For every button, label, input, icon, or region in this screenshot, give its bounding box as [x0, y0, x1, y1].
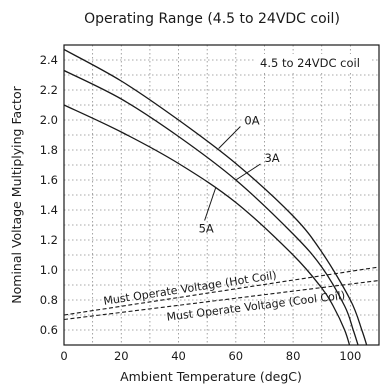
x-axis-label: Ambient Temperature (degC) [120, 369, 302, 384]
x-tick-label: 100 [339, 349, 361, 363]
y-tick-label: 1.8 [40, 143, 58, 157]
y-tick-label: 2.2 [40, 83, 58, 97]
x-tick-label: 60 [228, 349, 243, 363]
annotation-leader [204, 187, 217, 221]
annotation-leader [218, 126, 241, 149]
annotation-3a: 3A [264, 151, 279, 165]
y-tick-label: 0.6 [40, 323, 58, 337]
y-tick-label: 1.2 [40, 233, 58, 247]
y-tick-label: 1.0 [40, 263, 58, 277]
plot-frame [63, 44, 380, 346]
x-tick-label: 0 [60, 349, 67, 363]
y-tick-label: 1.4 [40, 203, 58, 217]
series-0a [64, 48, 368, 345]
y-tick-label: 2.0 [40, 113, 58, 127]
legend-box-text: 4.5 to 24VDC coil [260, 56, 360, 70]
annotation-leader [235, 163, 261, 181]
x-tick-label: 80 [286, 349, 301, 363]
y-tick-label: 1.6 [40, 173, 58, 187]
series-must-operate-voltage-cool-coil [64, 279, 379, 321]
legend-box: 4.5 to 24VDC coil [256, 54, 372, 72]
grid [64, 45, 379, 345]
legend-box-frame [256, 54, 372, 72]
series-must-operate-voltage-hot-coil [64, 266, 379, 316]
chart-title: Operating Range (4.5 to 24VDC coil) [84, 11, 340, 27]
series-5a [64, 104, 351, 345]
x-tick-label: 40 [171, 349, 186, 363]
y-tick-label: 0.8 [40, 293, 58, 307]
annotation-5a: 5A [199, 222, 214, 236]
y-tick-labels: 0.6 0.8 1.0 1.2 1.4 1.6 1.8 2.0 2.2 2.4 [40, 53, 58, 337]
series-layer [64, 48, 379, 345]
x-tick-label: 20 [114, 349, 129, 363]
x-tick-labels: 0 20 40 60 80 100 [60, 349, 361, 363]
y-tick-label: 2.4 [40, 53, 58, 67]
annotation-0a: 0A [244, 114, 259, 128]
y-axis-label: Nominal Voltage Multiplying Factor [9, 85, 24, 303]
series-3a [64, 69, 359, 345]
